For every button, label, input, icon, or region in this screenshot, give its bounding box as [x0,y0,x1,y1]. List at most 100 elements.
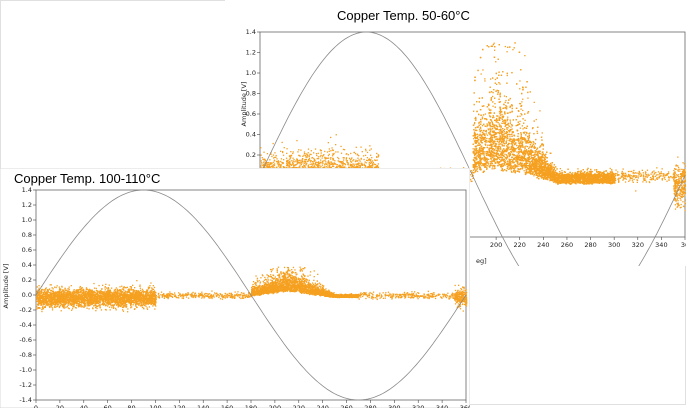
scatter-point [273,143,274,144]
scatter-point [278,165,279,166]
scatter-point [328,142,329,143]
scatter-point [292,153,293,154]
scatter-point [337,164,338,165]
scatter-point [371,162,372,163]
scatter-point [487,135,488,136]
scatter-point [334,160,335,161]
scatter-point [360,161,361,162]
scatter-point [322,163,323,164]
scatter-point [328,155,329,156]
scatter-point [287,162,288,163]
scatter-point [342,165,343,166]
scatter-point [351,162,352,163]
scatter-point [325,161,326,162]
scatter-point [274,152,275,153]
scatter-point [306,159,307,160]
scatter-point [369,150,370,151]
scatter-point [316,164,317,165]
scatter-point [492,165,493,166]
scatter-point [286,153,287,154]
scatter-point [261,155,262,156]
scatter-point [299,160,300,161]
scatter-point [319,163,320,164]
scatter-point [332,159,333,160]
scatter-point [318,165,319,166]
scatter-point [341,162,342,163]
x-tick-label: 280 [584,241,596,249]
scatter-point [319,165,320,166]
scatter-point [316,155,317,156]
scatter-point [348,164,349,165]
scatter-point [518,165,519,166]
scatter-point [337,151,338,152]
scatter-point [283,155,284,156]
scatter-point [333,164,334,165]
scatter-point [293,163,294,164]
scatter-point [305,164,306,165]
scatter-point [377,166,378,167]
scatter-point [309,154,310,155]
scatter-point [302,158,303,159]
scatter-point [524,55,525,56]
scatter-point [351,157,352,158]
scatter-point [471,181,472,182]
scatter-point [470,179,471,180]
scatter-point [304,163,305,164]
scatter-point [264,159,265,160]
scatter-point [328,162,329,163]
scatter-point [365,150,366,151]
scatter-point [273,154,274,155]
scatter-point [333,153,334,154]
scatter-point [280,151,281,152]
scatter-point [367,152,368,153]
scatter-point [270,164,271,165]
scatter-point [306,156,307,157]
scatter-point [290,156,291,157]
scatter-point [343,149,344,150]
scatter-point [496,84,497,85]
scatter-point [314,160,315,161]
scatter-point [327,165,328,166]
scatter-point [307,161,308,162]
scatter-point [273,162,274,163]
scatter-point [282,163,283,164]
scatter-point [322,156,323,157]
scatter-point [377,160,378,161]
scatter-point [274,160,275,161]
scatter-point [289,159,290,160]
y-axis-label-text: Amplitude [V] [240,82,248,127]
x-tick-label: 240 [537,241,549,249]
scatter-point [342,161,343,162]
y-tick-label: 0.2 [246,151,256,159]
scatter-point [267,153,268,154]
scatter-point [353,152,354,153]
scatter-point [310,164,311,165]
scatter-point [301,160,302,161]
scatter-point [288,165,289,166]
scatter-point [335,151,336,152]
scatter-point [313,164,314,165]
scatter-point [313,152,314,153]
scatter-point [345,164,346,165]
scatter-point [338,160,339,161]
scatter-point [371,157,372,158]
scatter-point [336,134,337,135]
scatter-point [286,163,287,164]
scatter-point [329,151,330,152]
scatter-point [296,140,297,141]
scatter-point [263,152,264,153]
scatter-point [367,157,368,158]
scatter-point [364,164,365,165]
scatter-point [309,155,310,156]
scatter-point [315,148,316,149]
scatter-point [261,162,262,163]
scatter-point [320,159,321,160]
scatter-point [326,166,327,167]
scatter-point [261,164,262,165]
scatter-point [334,162,335,163]
scatter-point [360,147,361,148]
scatter-point [330,137,331,138]
scatter-point [305,155,306,156]
scatter-point [329,163,330,164]
y-axis-label: Amplitude [V] [240,82,248,127]
